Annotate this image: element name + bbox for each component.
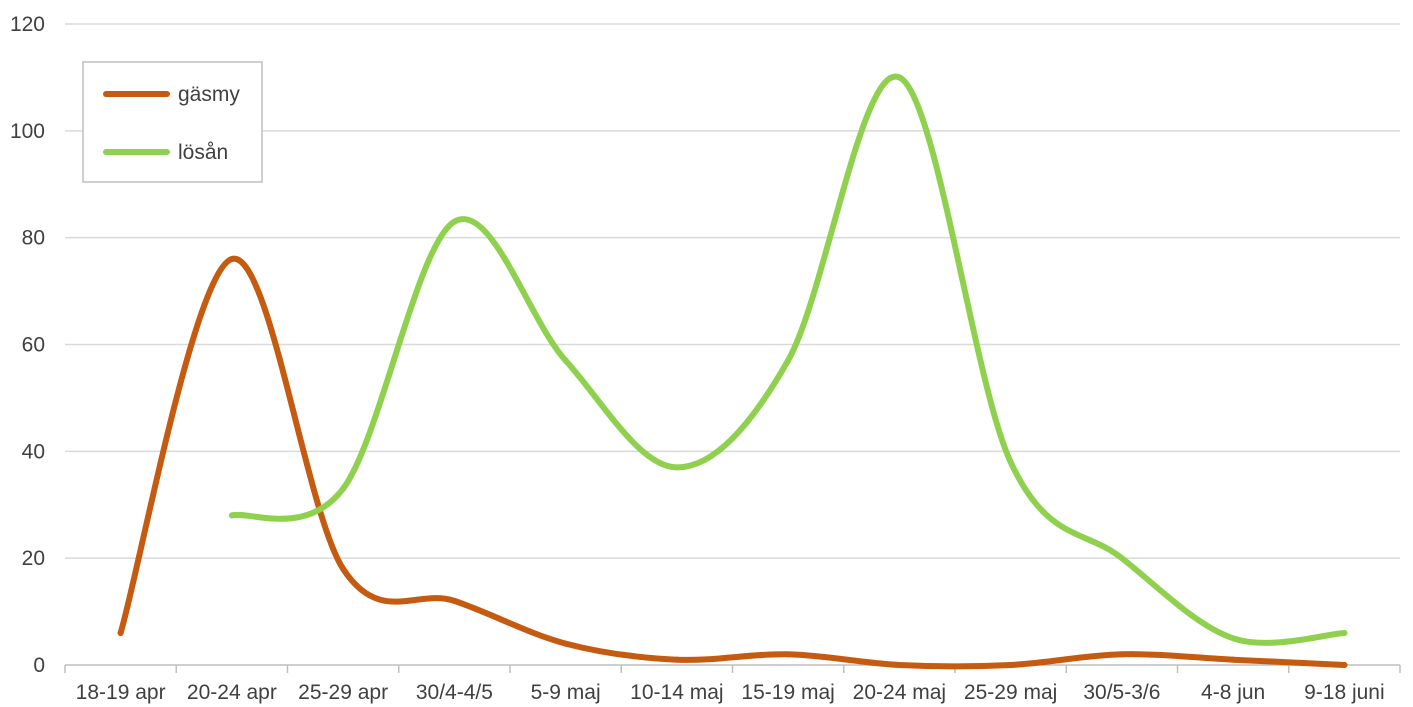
data-point [673,464,680,471]
data-point [1118,555,1125,562]
x-tick-label: 30/5-3/6 [1083,681,1160,704]
data-point [1341,629,1348,636]
data-point [785,651,792,658]
x-tick-label: 25-29 maj [964,681,1057,704]
data-point [1118,651,1125,658]
data-point [1007,662,1014,668]
data-point [228,512,235,519]
series-lines [117,73,1348,670]
data-point [228,256,235,263]
series-line-0 [117,255,1348,670]
y-tick-label: 20 [22,547,45,570]
legend-box [82,61,263,183]
x-tick-label: 5-9 maj [531,681,601,704]
y-tick-label: 80 [22,227,45,250]
data-point [1230,635,1237,642]
legend-label-losan: lösån [178,141,228,164]
x-tick-label: 20-24 apr [187,681,277,704]
data-point [785,357,792,364]
data-point [451,597,458,604]
x-tick-label: 18-19 apr [76,681,166,704]
gridlines [65,23,1400,559]
data-point [340,565,347,572]
legend: gäsmy lösån [82,61,263,183]
y-tick-label: 100 [10,120,45,143]
y-tick-label: 60 [22,334,45,357]
x-tick-label: 20-24 maj [853,681,946,704]
data-point [562,357,569,364]
x-tick-label: 25-29 apr [298,681,388,704]
data-point [340,485,347,492]
x-tick-label: 9-18 juni [1304,681,1385,704]
y-tick-label: 120 [10,13,45,36]
x-tick-label: 30/4-4/5 [416,681,493,704]
data-point [896,662,903,668]
x-axis: 18-19 apr 20-24 apr 25-29 apr 30/4-4/5 5-9 m… [64,664,1401,704]
data-point [1341,662,1348,668]
data-point [896,74,903,81]
data-point [673,656,680,663]
data-point [562,640,569,647]
x-tick-label: 4-8 jun [1201,681,1265,704]
y-axis: 0 20 40 60 80 100 120 [10,13,45,677]
y-tick-label: 40 [22,440,45,463]
data-point [1230,656,1237,663]
y-tick-label: 0 [33,654,45,677]
x-tick-label: 15-19 maj [741,681,834,704]
data-point [451,218,458,225]
data-point [117,629,124,636]
data-point [1007,459,1014,466]
legend-label-gasmy: gäsmy [178,83,240,106]
x-tick-label: 10-14 maj [630,681,723,704]
